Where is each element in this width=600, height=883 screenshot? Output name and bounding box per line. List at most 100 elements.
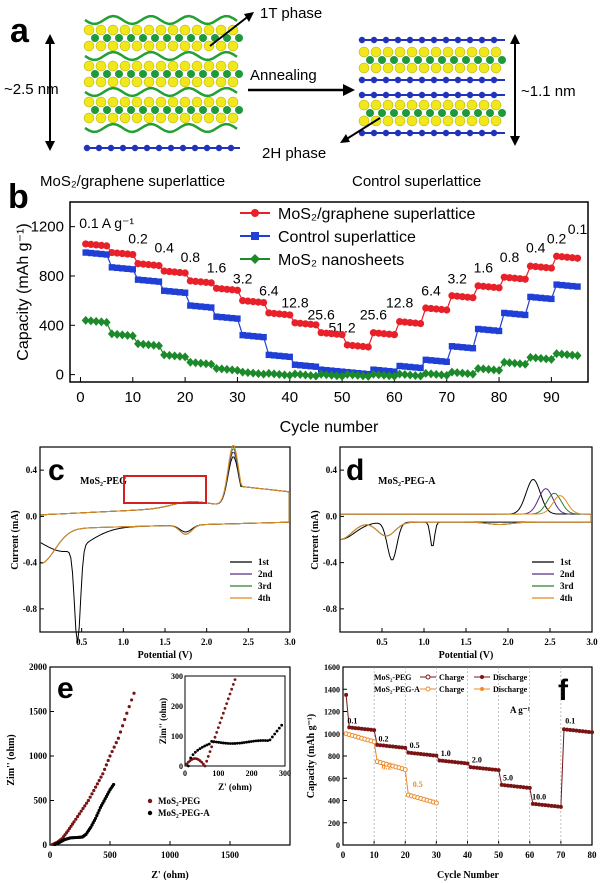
s-atom: [131, 76, 143, 88]
tick-label: 60: [386, 389, 403, 406]
s-atom: [227, 76, 239, 88]
current-label: 1.6: [474, 259, 494, 275]
data-point: [379, 370, 388, 380]
atom: [430, 129, 438, 137]
y-axis-label: Capacity (mAh g⁻¹): [15, 223, 32, 360]
data-point: [191, 753, 195, 757]
atom: [370, 76, 378, 84]
s-atom: [406, 46, 418, 58]
atom: [490, 91, 498, 99]
data-point: [573, 254, 582, 262]
data-point: [196, 358, 205, 368]
s-atom: [490, 46, 502, 58]
tick-label: 20: [177, 389, 194, 406]
data-point: [186, 277, 194, 285]
rate-label: 0.1: [565, 717, 575, 726]
tick-label: 400: [328, 797, 340, 806]
graphene-layer: [84, 86, 238, 98]
inset-chart: 0 100 200 300 0 100 200 300 Z' (ohm) Zim'' (ohm): [158, 672, 291, 792]
mo-atom: [414, 109, 422, 117]
mo-atom: [498, 56, 506, 64]
data-point: [97, 317, 106, 327]
data-point: [387, 744, 392, 749]
data-point: [493, 767, 498, 772]
data-point: [229, 314, 236, 322]
rate-label: 0.2: [382, 762, 392, 771]
data-point: [205, 743, 209, 747]
data-point: [443, 306, 451, 314]
data-point: [565, 727, 570, 732]
data-point: [496, 768, 501, 773]
data-point: [442, 370, 451, 380]
s-atom: [430, 46, 442, 58]
data-point: [154, 341, 163, 351]
data-point: [207, 359, 216, 369]
data-point: [255, 333, 262, 340]
mo-atom: [187, 106, 195, 114]
tick-label: -0.8: [23, 604, 38, 614]
tick-label: 1500: [29, 707, 48, 717]
data-point: [323, 366, 330, 374]
tick-label: 3.0: [284, 637, 296, 647]
panel-d-cv-chart: d MoS₂-PEG-A 0.5 1.0 1.5 2.0 2.5 3.0-0.8-0.40…: [310, 446, 598, 661]
data-point: [86, 316, 95, 326]
mo-atom: [450, 56, 458, 64]
rate-label: 0.5: [410, 741, 420, 750]
legend-label: 4th: [560, 593, 573, 603]
data-point: [458, 368, 467, 378]
s-atom: [466, 115, 478, 127]
data-point: [542, 263, 550, 272]
s-atom: [155, 96, 167, 108]
data-point: [207, 742, 211, 746]
s-atom: [454, 99, 466, 111]
atom: [370, 129, 378, 137]
data-point: [521, 275, 529, 283]
s-atom: [167, 60, 179, 72]
legend-label: 2nd: [560, 569, 575, 579]
data-point: [322, 329, 330, 337]
data-point: [193, 750, 197, 754]
s-atom: [119, 112, 131, 124]
s-atom: [95, 76, 107, 88]
data-point: [263, 739, 267, 742]
s-atom: [143, 112, 155, 124]
data-point: [338, 368, 346, 375]
data-point: [307, 363, 314, 370]
s-atom: [418, 62, 430, 74]
data-point: [92, 250, 100, 257]
data-point: [215, 731, 219, 734]
data-point: [270, 352, 278, 359]
data-point: [260, 333, 267, 341]
data-point: [83, 804, 87, 808]
data-point: [99, 775, 103, 779]
data-point: [103, 242, 111, 250]
mo-atom: [91, 106, 99, 114]
data-point: [505, 274, 514, 282]
data-point: [446, 759, 451, 764]
atom: [418, 76, 426, 84]
data-point: [416, 319, 425, 328]
s-atom: [179, 60, 191, 72]
data-point: [348, 341, 357, 350]
tick-label: 500: [103, 850, 117, 860]
data-point: [390, 331, 399, 339]
data-point: [150, 277, 157, 285]
tick-label: -0.8: [323, 604, 338, 614]
mo-atom: [390, 56, 398, 64]
atom: [179, 144, 187, 152]
data-point: [406, 318, 414, 327]
data-point: [558, 804, 563, 809]
data-point: [155, 278, 163, 285]
data-point: [79, 809, 83, 813]
data-point: [107, 329, 116, 339]
data-point: [198, 747, 202, 751]
atom: [191, 144, 199, 152]
data-point: [113, 329, 122, 339]
data-point: [76, 814, 80, 819]
atom: [394, 76, 402, 84]
data-point: [212, 740, 216, 744]
data-point: [521, 359, 530, 369]
s-atom: [107, 112, 119, 124]
data-point: [443, 358, 450, 365]
tick-label: 70: [438, 389, 455, 406]
